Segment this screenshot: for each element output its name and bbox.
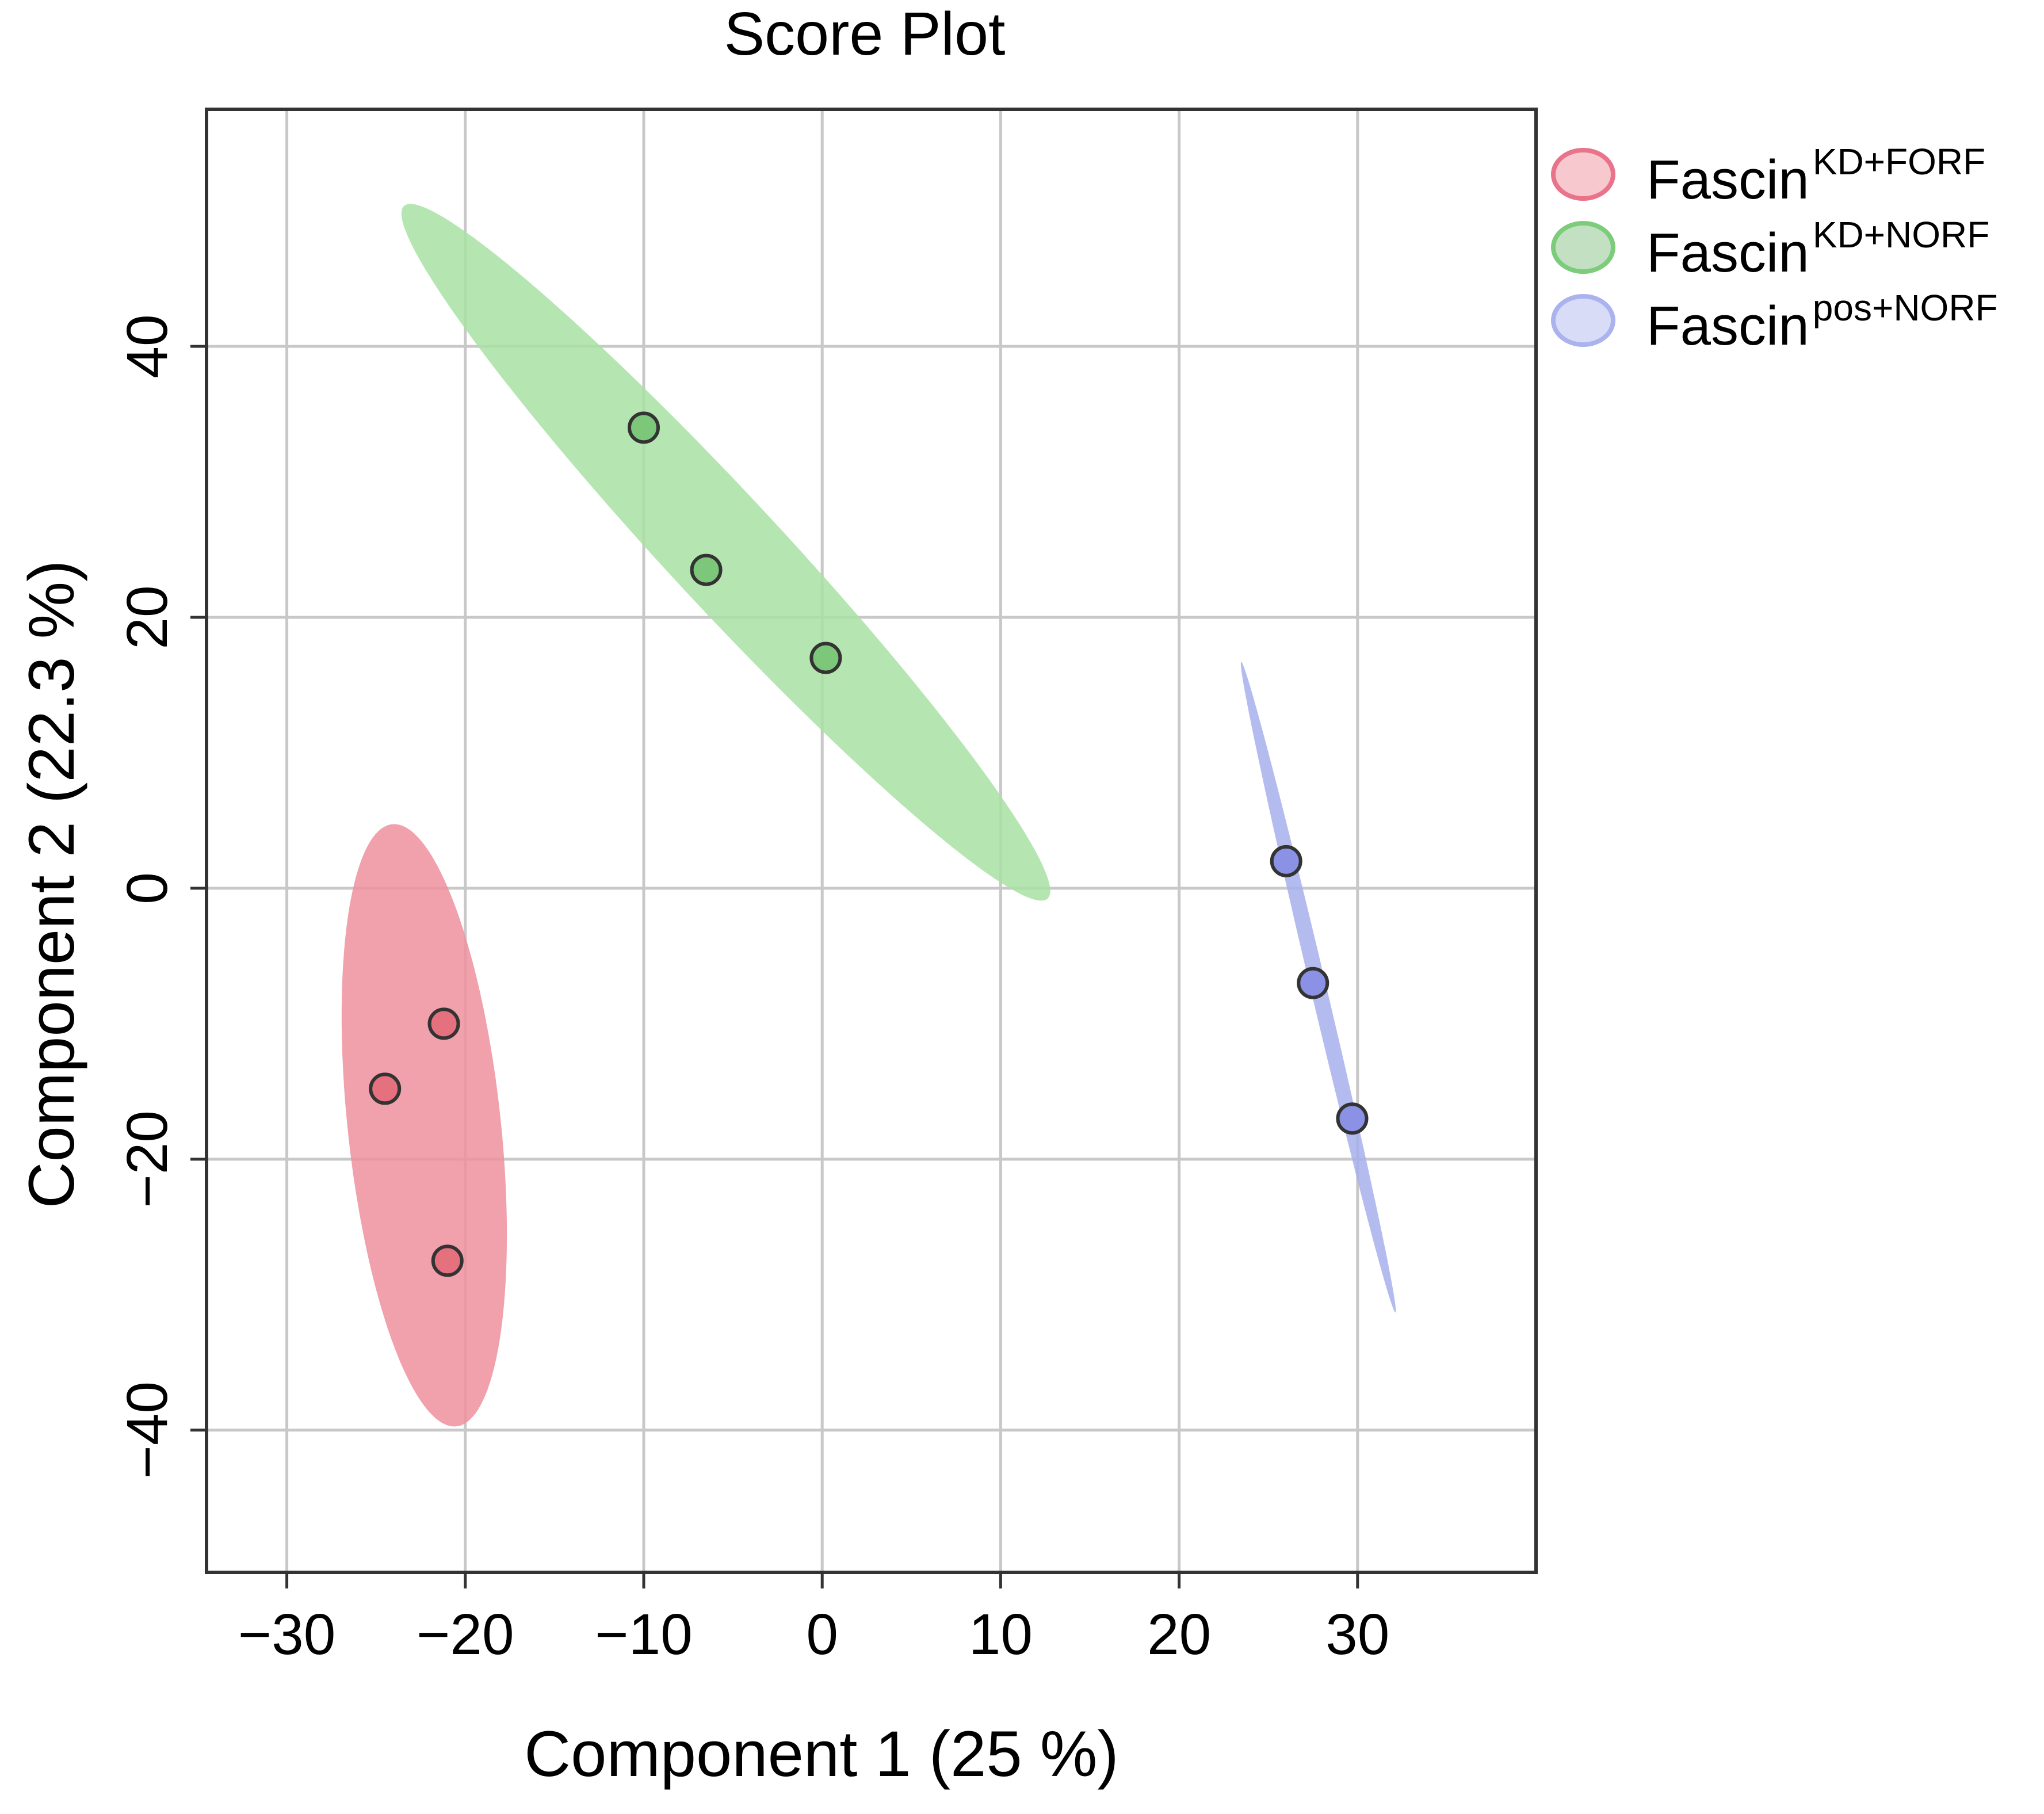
confidence-ellipse (401, 204, 1050, 901)
plot-area: −30 −20 −10 0 10 20 30 −40 −20 0 20 40 (115, 108, 1538, 1667)
legend-label-base: Fascin (1646, 149, 1809, 211)
y-tick-label: 40 (115, 314, 179, 378)
data-point (427, 1007, 460, 1040)
legend-swatch (1551, 221, 1615, 274)
legend-swatch (1551, 294, 1615, 347)
x-tick-label: 20 (1147, 1602, 1211, 1667)
data-point (369, 1072, 402, 1105)
x-tick-label: −20 (417, 1602, 514, 1667)
y-tick-label: 20 (115, 585, 179, 649)
x-tick-label: 30 (1325, 1602, 1389, 1667)
legend-label: Fascinpos+NORF (1646, 287, 1998, 357)
data-point (1336, 1102, 1369, 1135)
data-point (1297, 967, 1329, 999)
legend-label: FascinKD+FORF (1646, 141, 1985, 211)
legend-label-superscript: pos+NORF (1813, 287, 1998, 329)
y-tick-label: −20 (115, 1110, 179, 1208)
data-point (809, 641, 842, 674)
x-tick-label: −30 (238, 1602, 336, 1667)
legend-label-base: Fascin (1646, 222, 1809, 284)
x-tick-label: 10 (969, 1602, 1033, 1667)
confidence-ellipse (341, 824, 507, 1427)
legend-label: FascinKD+NORF (1646, 214, 1989, 284)
legend-label-superscript: KD+FORF (1813, 141, 1985, 182)
y-axis-label: Component 2 (22.3 %) (16, 560, 87, 1209)
y-tick-label: 0 (115, 872, 179, 904)
plot-frame (205, 108, 1538, 1574)
legend-swatch (1551, 148, 1615, 201)
data-point (627, 411, 660, 444)
chart-title: Score Plot (724, 0, 1005, 68)
y-tick-label: −40 (115, 1381, 179, 1479)
legend-label-superscript: KD+NORF (1813, 214, 1990, 255)
x-tick-label: −10 (595, 1602, 693, 1667)
x-tick-label: 0 (806, 1602, 838, 1667)
data-point (690, 553, 723, 586)
data-point (1270, 845, 1302, 877)
data-point (431, 1244, 464, 1277)
x-axis-label: Component 1 (25 %) (524, 1718, 1118, 1790)
legend-label-base: Fascin (1646, 295, 1809, 357)
